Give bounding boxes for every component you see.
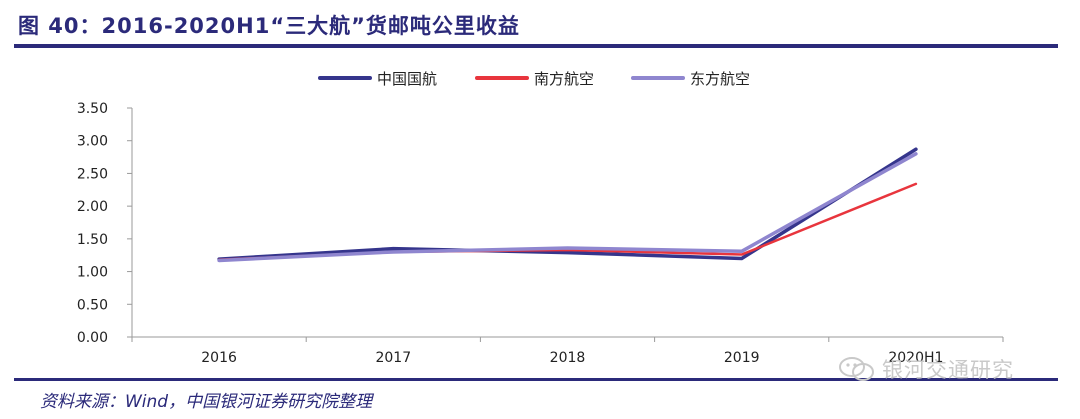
footer-divider bbox=[14, 378, 1058, 381]
watermark: 银河交通研究 bbox=[838, 354, 1014, 384]
x-tick-label: 2020H1 bbox=[888, 350, 943, 366]
x-tick-label: 2017 bbox=[375, 350, 411, 366]
wechat-icon bbox=[839, 357, 874, 381]
title-divider bbox=[14, 44, 1058, 48]
y-tick-label: 2.00 bbox=[77, 199, 108, 215]
legend-label: 东方航空 bbox=[690, 70, 750, 88]
series-line-3 bbox=[217, 152, 918, 263]
legend-label: 中国国航 bbox=[377, 70, 437, 88]
line-chart: 0.00 0.50 1.00 1.50 2.00 2.50 3.00 3.50 2016 2017… bbox=[77, 70, 1004, 366]
series-line-1 bbox=[217, 147, 918, 261]
y-tick-label: 0.50 bbox=[77, 297, 108, 313]
y-tick-label: 3.50 bbox=[77, 101, 108, 117]
x-tick-label: 2019 bbox=[724, 350, 760, 366]
watermark-text: 银河交通研究 bbox=[882, 358, 1014, 382]
y-tick-label: 2.50 bbox=[77, 166, 108, 182]
figure-title: 图 40：2016-2020H1“三大航”货邮吨公里收益 bbox=[18, 14, 520, 38]
source-note: 资料来源：Wind，中国银河证券研究院整理 bbox=[40, 392, 373, 412]
legend-label: 南方航空 bbox=[534, 70, 594, 88]
y-tick-label: 3.00 bbox=[77, 134, 108, 150]
y-tick-label: 0.00 bbox=[77, 330, 108, 346]
y-tick-label: 1.50 bbox=[77, 232, 108, 248]
x-tick-label: 2018 bbox=[550, 350, 586, 366]
y-tick-label: 1.00 bbox=[77, 265, 108, 281]
x-tick-label: 2016 bbox=[201, 350, 237, 366]
